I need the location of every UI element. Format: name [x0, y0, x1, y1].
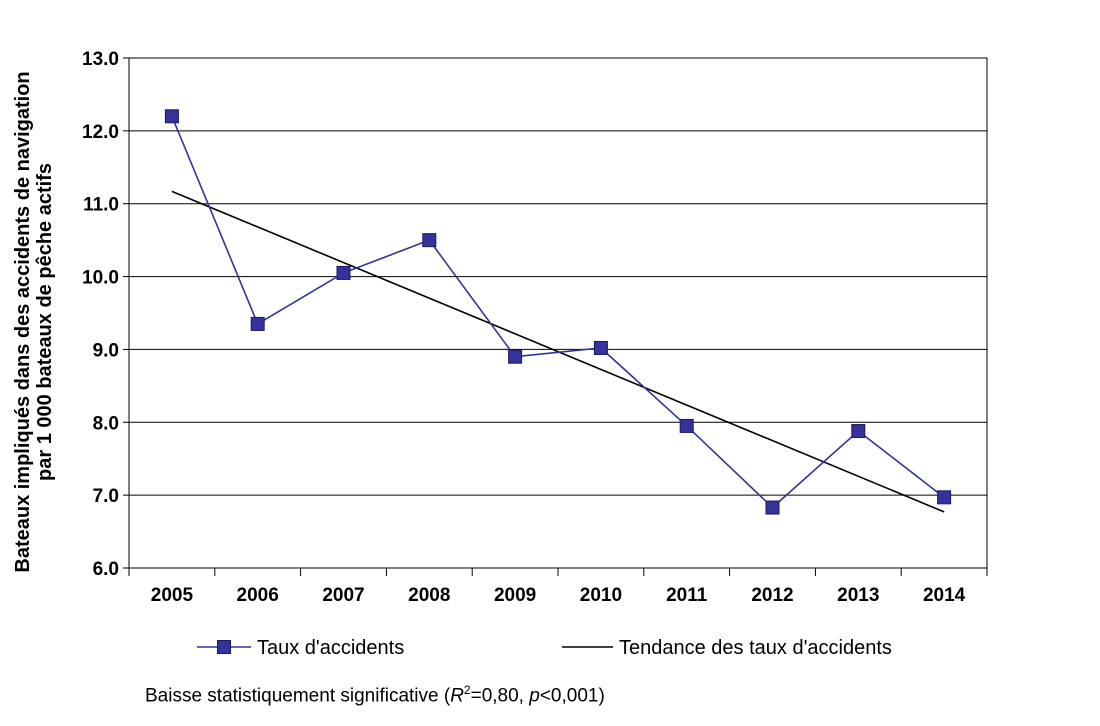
data-point-marker: [250, 316, 265, 331]
y-tick-label: 9.0: [93, 340, 119, 361]
x-tick-label: 2014: [923, 585, 966, 606]
y-tick-label: 10.0: [82, 268, 119, 289]
y-tick-labels: 6.0 7.0 8.0 9.0 10.0 11.0 12.0 13.0: [82, 49, 119, 580]
legend-trendline-label: Tendance des taux d'accidents: [619, 637, 892, 659]
x-tick-label: 2007: [322, 585, 364, 606]
data-point-marker: [851, 424, 866, 439]
y-axis-title-line: Bateaux impliqués dans des accidents de …: [12, 71, 34, 572]
data-point-marker: [679, 418, 694, 433]
x-tick-label: 2005: [151, 585, 194, 606]
data-point-marker: [593, 340, 608, 355]
y-tick-label: 7.0: [93, 486, 119, 507]
x-tick-label: 2009: [494, 585, 536, 606]
y-axis-title-text: Bateaux impliqués dans des accidents de …: [12, 71, 56, 572]
y-axis-title: Bateaux impliqués dans des accidents de …: [12, 71, 56, 572]
x-tick-label: 2010: [580, 585, 622, 606]
y-tick-label: 12.0: [82, 122, 119, 143]
x-tick-label: 2006: [237, 585, 279, 606]
y-tick-label: 11.0: [83, 195, 119, 216]
y-tick-label: 13.0: [82, 49, 119, 70]
y-tick-label: 8.0: [93, 413, 119, 434]
footnote-p-symbol: p: [529, 685, 540, 707]
y-tick-label: 6.0: [93, 559, 119, 580]
data-point-marker: [164, 109, 179, 124]
y-axis-title-line: par 1 000 bateaux de pêche actifs: [34, 163, 56, 481]
x-tick-label: 2012: [751, 585, 793, 606]
x-tick-label: 2013: [837, 585, 879, 606]
footnote: Baisse statistiquement significative (R2…: [145, 683, 605, 707]
x-tick-label: 2011: [666, 585, 708, 606]
data-point-marker: [765, 500, 780, 515]
legend-series-label: Taux d'accidents: [257, 637, 404, 659]
legend-series-marker: [217, 640, 231, 654]
series-layer: [164, 109, 952, 515]
x-tick-label: 2008: [408, 585, 450, 606]
data-point-marker: [508, 349, 523, 364]
x-tick-labels: 2005 2006 2007 2008 2009 2010 2011 2012 2013 2014: [151, 585, 966, 606]
data-point-marker: [422, 233, 437, 248]
legend: Taux d'accidents Tendance des taux d'acci…: [197, 637, 892, 659]
footnote-suffix: <0,001): [539, 685, 605, 707]
footnote-middle: =0,80,: [470, 685, 530, 707]
series-line: [171, 115, 945, 509]
footnote-superscript: 2: [463, 683, 471, 697]
footnote-prefix: Baisse statistiquement significative (: [145, 685, 451, 707]
data-point-marker: [336, 265, 351, 280]
axes: [123, 57, 988, 576]
footnote-r-symbol: R: [450, 685, 464, 707]
gridlines: [129, 57, 987, 496]
data-point-marker: [937, 490, 952, 505]
